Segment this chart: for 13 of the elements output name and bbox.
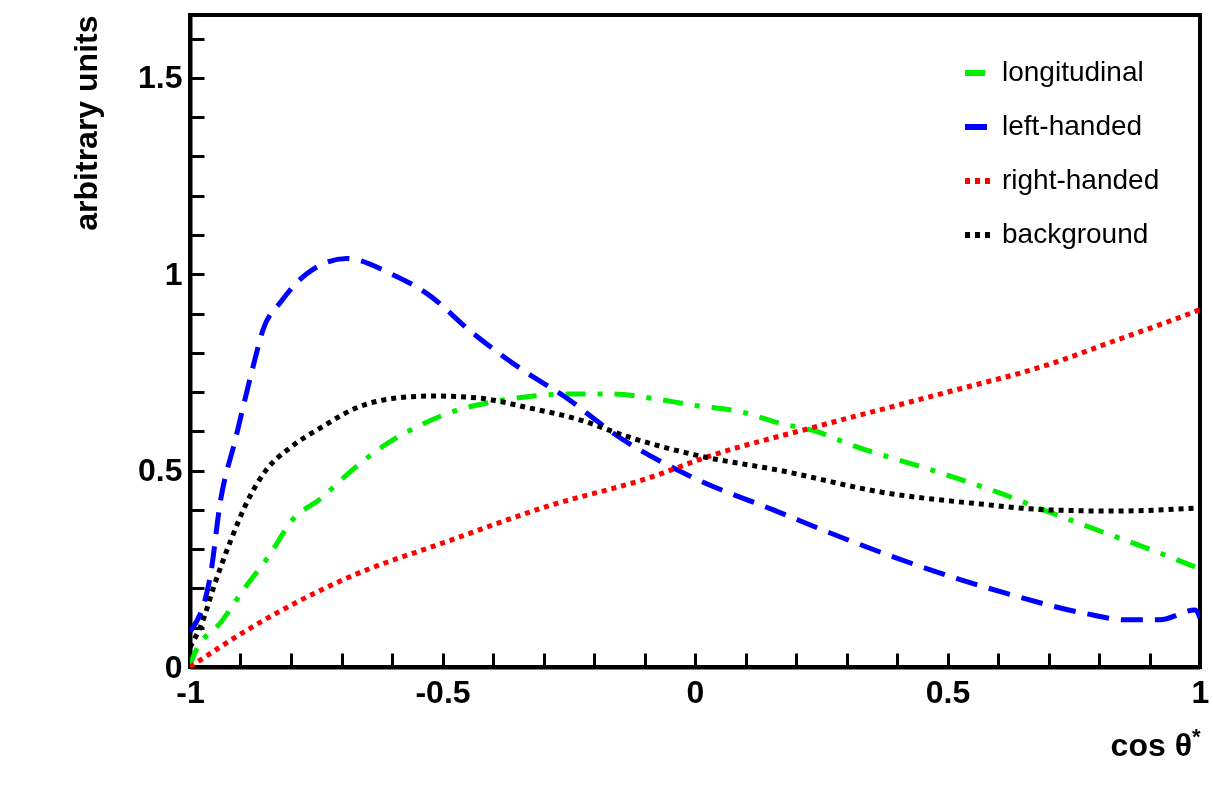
y-tick-label: 0.5 bbox=[138, 452, 183, 489]
legend-label: longitudinal bbox=[1002, 56, 1144, 87]
legend-label: background bbox=[1002, 218, 1149, 249]
x-tick-label: -0.5 bbox=[415, 673, 471, 710]
legend-label: right-handed bbox=[1002, 164, 1160, 195]
y-tick-label: 1 bbox=[164, 255, 183, 292]
x-tick-label: 0 bbox=[686, 673, 705, 710]
x-tick-label: 0.5 bbox=[925, 673, 971, 710]
legend-label: left-handed bbox=[1002, 110, 1143, 141]
y-axis-title: arbitrary units bbox=[68, 15, 105, 231]
x-tick-label: 1 bbox=[1191, 673, 1210, 710]
x-axis-title: cos θ$^{*}$ bbox=[1110, 723, 1201, 763]
y-tick-label: 1.5 bbox=[138, 59, 183, 96]
